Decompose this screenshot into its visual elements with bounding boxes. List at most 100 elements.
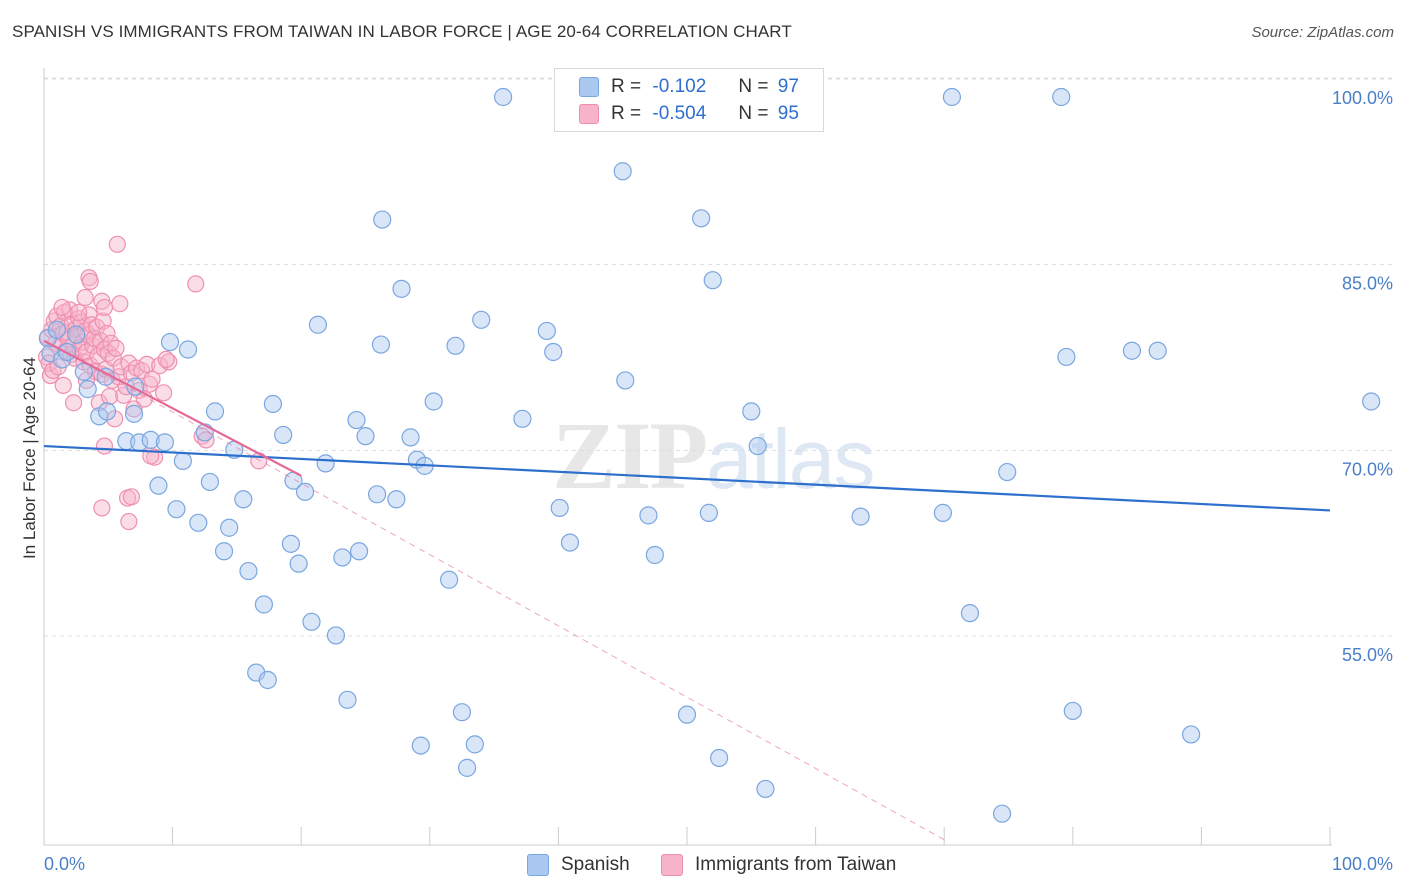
gridlines (44, 77, 1394, 637)
spanish-point-73 (677, 705, 697, 724)
spanish-point-23 (214, 542, 234, 561)
taiwan-point-78 (197, 431, 215, 449)
spanish-point-81 (851, 507, 870, 526)
spanish-point-83 (942, 87, 962, 107)
x-tick-label-0: 0.0% (44, 854, 85, 874)
chart-source: Source: ZipAtlas.com (1251, 24, 1394, 41)
spanish-point-61 (472, 310, 491, 329)
taiwan-point-65 (154, 384, 173, 402)
taiwan-point-48 (107, 339, 125, 357)
spanish-trend-line (43, 444, 1331, 512)
spanish-point-6 (97, 402, 117, 421)
spanish-swatch (579, 77, 599, 97)
y-tick-label-2: 85.0% (1342, 274, 1393, 294)
spanish-point-4 (78, 380, 97, 399)
spanish-point-57 (446, 336, 465, 355)
spanish-point-84 (960, 604, 980, 623)
spanish-point-75 (699, 503, 718, 522)
spanish-point-76 (703, 271, 722, 290)
spanish-legend-label: Spanish (561, 854, 630, 875)
axes (43, 68, 1332, 846)
spanish-point-89 (1063, 701, 1082, 721)
taiwan-point-73 (76, 288, 94, 307)
spanish-point-82 (933, 503, 953, 522)
spanish-point-88 (1057, 347, 1076, 367)
spanish-point-29 (254, 595, 274, 614)
bottom-legend-spanish: Spanish (527, 852, 630, 878)
taiwan-point-70 (95, 298, 114, 317)
spanish-point-40 (326, 626, 346, 645)
spanish-point-33 (281, 534, 301, 553)
correlation-legend: R = -0.102 N = 97 R = -0.504 N = 95 (554, 68, 824, 132)
spanish-point-66 (550, 498, 569, 518)
spanish-point-12 (141, 430, 160, 449)
spanish-point-42 (338, 690, 357, 709)
spanish-point-90 (1122, 341, 1142, 360)
taiwan-point-41 (98, 324, 116, 343)
legend-n-label: N = (738, 103, 769, 124)
legend-r-value-taiwan: -0.504 (652, 103, 707, 124)
spanish-point-67 (560, 533, 580, 552)
spanish-point-15 (160, 332, 180, 352)
series-spanish (38, 87, 1381, 823)
spanish-point-86 (998, 462, 1017, 482)
legend-n-value-taiwan: 95 (777, 103, 799, 124)
spanish-point-85 (992, 804, 1012, 823)
spanish-point-39 (316, 454, 335, 473)
taiwan-point-62 (143, 370, 161, 388)
spanish-point-72 (645, 545, 664, 565)
legend-n-value-spanish: 97 (777, 76, 799, 97)
spanish-point-32 (274, 425, 293, 445)
spanish-point-43 (347, 410, 366, 430)
taiwan-point-33 (88, 318, 106, 336)
spanish-point-74 (692, 209, 711, 228)
taiwan-trend-extension (43, 340, 945, 841)
spanish-point-21 (200, 472, 219, 492)
taiwan-point-27 (80, 306, 98, 324)
taiwan-point-44 (102, 334, 120, 352)
spanish-point-62 (494, 87, 513, 107)
spanish-point-35 (289, 554, 308, 573)
spanish-point-50 (392, 279, 411, 298)
taiwan-point-82 (122, 488, 141, 506)
watermark: ZIPatlas (552, 400, 875, 511)
spanish-point-59 (457, 758, 477, 777)
spanish-point-16 (167, 500, 186, 519)
spanish-point-58 (452, 703, 472, 722)
spanish-point-18 (178, 340, 198, 359)
spanish-point-87 (1052, 87, 1071, 107)
taiwan-point-76 (187, 275, 205, 293)
y-tick-label-0: 55.0% (1342, 645, 1393, 665)
taiwan-point-80 (93, 499, 111, 517)
spanish-point-53 (411, 736, 430, 755)
spanish-point-96 (67, 325, 86, 344)
spanish-point-78 (742, 402, 761, 421)
y-tick-label-1: 70.0% (1342, 459, 1393, 479)
taiwan-point-75 (53, 298, 71, 317)
spanish-point-64 (537, 321, 556, 341)
legend-row-taiwan: R = -0.504 N = 95 (579, 102, 799, 126)
spanish-legend-swatch (527, 854, 549, 876)
watermark-zip: ZIP (552, 402, 708, 509)
taiwan-point-71 (108, 235, 126, 253)
taiwan-point-72 (111, 295, 129, 313)
taiwan-point-54 (122, 364, 141, 382)
spanish-point-38 (308, 315, 328, 334)
spanish-point-55 (424, 392, 443, 411)
spanish-point-49 (387, 490, 406, 509)
taiwan-legend-label: Immigrants from Taiwan (695, 854, 897, 875)
spanish-point-65 (544, 342, 563, 362)
chart-title: SPANISH VS IMMIGRANTS FROM TAIWAN IN LAB… (12, 22, 792, 41)
legend-r-label: R = (611, 103, 642, 124)
spanish-point-9 (124, 404, 144, 423)
spanish-point-70 (616, 371, 635, 390)
taiwan-point-55 (125, 400, 143, 418)
spanish-point-30 (258, 670, 277, 690)
y-axis-title: In Labor Force | Age 20-64 (20, 357, 39, 559)
legend-r-label: R = (611, 76, 642, 97)
spanish-point-14 (155, 433, 174, 452)
spanish-point-92 (1182, 725, 1201, 744)
spanish-point-91 (1148, 341, 1167, 360)
spanish-point-56 (439, 570, 459, 589)
